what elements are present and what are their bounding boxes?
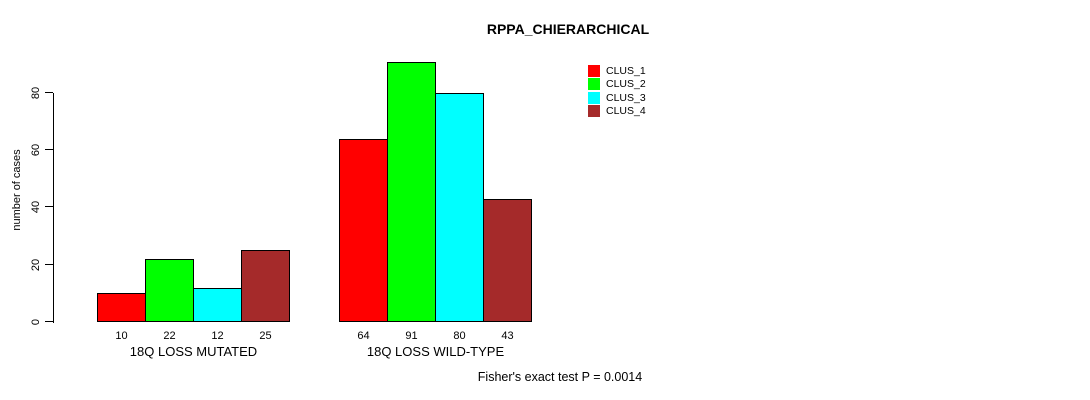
y-axis-tick [45,149,53,150]
x-axis-group-label: 18Q LOSS MUTATED [129,344,258,359]
legend-swatch-clus_4 [588,105,600,118]
y-axis-tick [45,206,53,207]
y-axis-tick-label: 60 [30,143,42,156]
legend-label: CLUS_4 [606,105,646,118]
y-axis-tick-label: 80 [30,86,42,99]
bar-clus_3-group1 [193,288,242,322]
legend-label: CLUS_3 [606,91,646,104]
bar-value-label: 22 [163,330,176,342]
legend-item: CLUS_1 [588,65,646,77]
bar-clus_2-group1 [145,259,194,322]
y-axis-tick-label: 20 [30,258,42,271]
legend-swatch-clus_2 [588,78,600,91]
y-axis-tick-label: 0 [30,318,42,325]
bar-value-label: 12 [211,330,224,342]
bar-value-label: 25 [259,330,272,342]
y-axis-tick [45,264,53,265]
bar-value-label: 80 [453,330,466,342]
y-axis-tick [45,92,53,93]
y-axis-tick [45,321,53,322]
bar-value-label: 43 [501,330,514,342]
legend-swatch-clus_1 [588,65,600,77]
legend-label: CLUS_2 [606,78,646,91]
legend-item: CLUS_3 [588,91,646,104]
legend-swatch-clus_3 [588,91,600,104]
legend-item: CLUS_4 [588,105,646,118]
bar-clus_1-group1 [97,293,146,322]
bar-value-label: 64 [357,330,370,342]
legend-label: CLUS_1 [606,65,646,77]
bar-clus_2-group2 [387,62,436,322]
chart-title: RPPA_CHIERARCHICAL [486,21,650,37]
x-axis-group-label: 18Q LOSS WILD-TYPE [366,344,505,359]
bar-clus_4-group2 [483,199,532,322]
y-axis-tick-label: 40 [30,200,42,213]
bar-clus_1-group2 [339,139,388,322]
bar-value-label: 10 [115,330,128,342]
bar-clus_4-group1 [241,250,290,322]
bar-value-label: 91 [405,330,418,342]
y-axis-line [53,93,54,323]
statistical-test-note: Fisher's exact test P = 0.0014 [477,370,643,384]
bar-clus_3-group2 [435,93,484,322]
legend-item: CLUS_2 [588,78,646,91]
y-axis-label: number of cases [11,149,23,231]
